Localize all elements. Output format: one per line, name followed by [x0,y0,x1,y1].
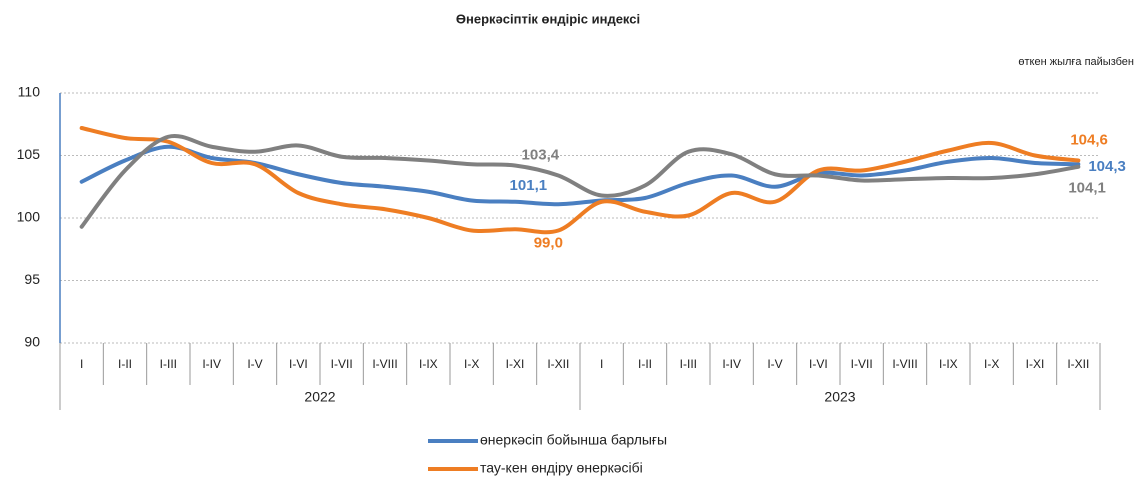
x-tick-label: I-V [247,357,262,371]
y-tick-label: 110 [18,84,41,100]
x-tick-label: I-VII [331,357,353,371]
y-tick-label: 90 [24,334,40,350]
y-tick-label: 95 [24,271,40,287]
x-tick-label: I-III [680,357,697,371]
x-tick-label: I-XII [1067,357,1089,371]
x-tick-label: I-IX [419,357,438,371]
data-label: 104,1 [1068,180,1106,197]
x-tick-label: I [600,357,603,371]
series-line [79,133,1081,229]
y-tick-label: 100 [17,209,41,225]
x-tick-label: I-IV [202,357,221,371]
x-tick-label: I [80,357,83,371]
chart-title: Өнеркәсіптік өндіріс индексі [456,11,640,26]
x-tick-label: I-X [464,357,479,371]
unit-note: өткен жылға пайызбен [1018,56,1134,68]
legend-label: тау-кен өндіру өнеркәсібі [480,460,643,476]
x-tick-label: I-II [638,357,652,371]
data-label: 104,3 [1088,158,1126,175]
x-tick-label: I-XI [1026,357,1045,371]
x-tick-label: I-XII [547,357,569,371]
year-label: 2023 [824,389,855,405]
data-label: 104,6 [1070,131,1108,148]
x-tick-label: I-X [984,357,999,371]
x-tick-label: I-II [118,357,132,371]
x-tick-label: I-IV [722,357,741,371]
data-label: 99,0 [534,234,563,251]
y-tick-label: 105 [17,146,41,162]
x-tick-label: I-V [767,357,782,371]
x-tick-label: I-XI [506,357,525,371]
x-tick-label: I-III [160,357,177,371]
series-line [79,126,1081,235]
data-label: 101,1 [510,177,548,194]
data-label: 103,4 [522,146,560,163]
x-tick-label: I-IX [939,357,958,371]
x-tick-label: I-VII [851,357,873,371]
x-tick-label: I-VIII [372,357,397,371]
x-tick-label: I-VIII [892,357,917,371]
legend-label: өнеркәсіп бойынша барлығы [480,432,667,448]
year-label: 2022 [304,389,335,405]
x-tick-label: I-VI [289,357,308,371]
x-tick-label: I-VI [809,357,828,371]
